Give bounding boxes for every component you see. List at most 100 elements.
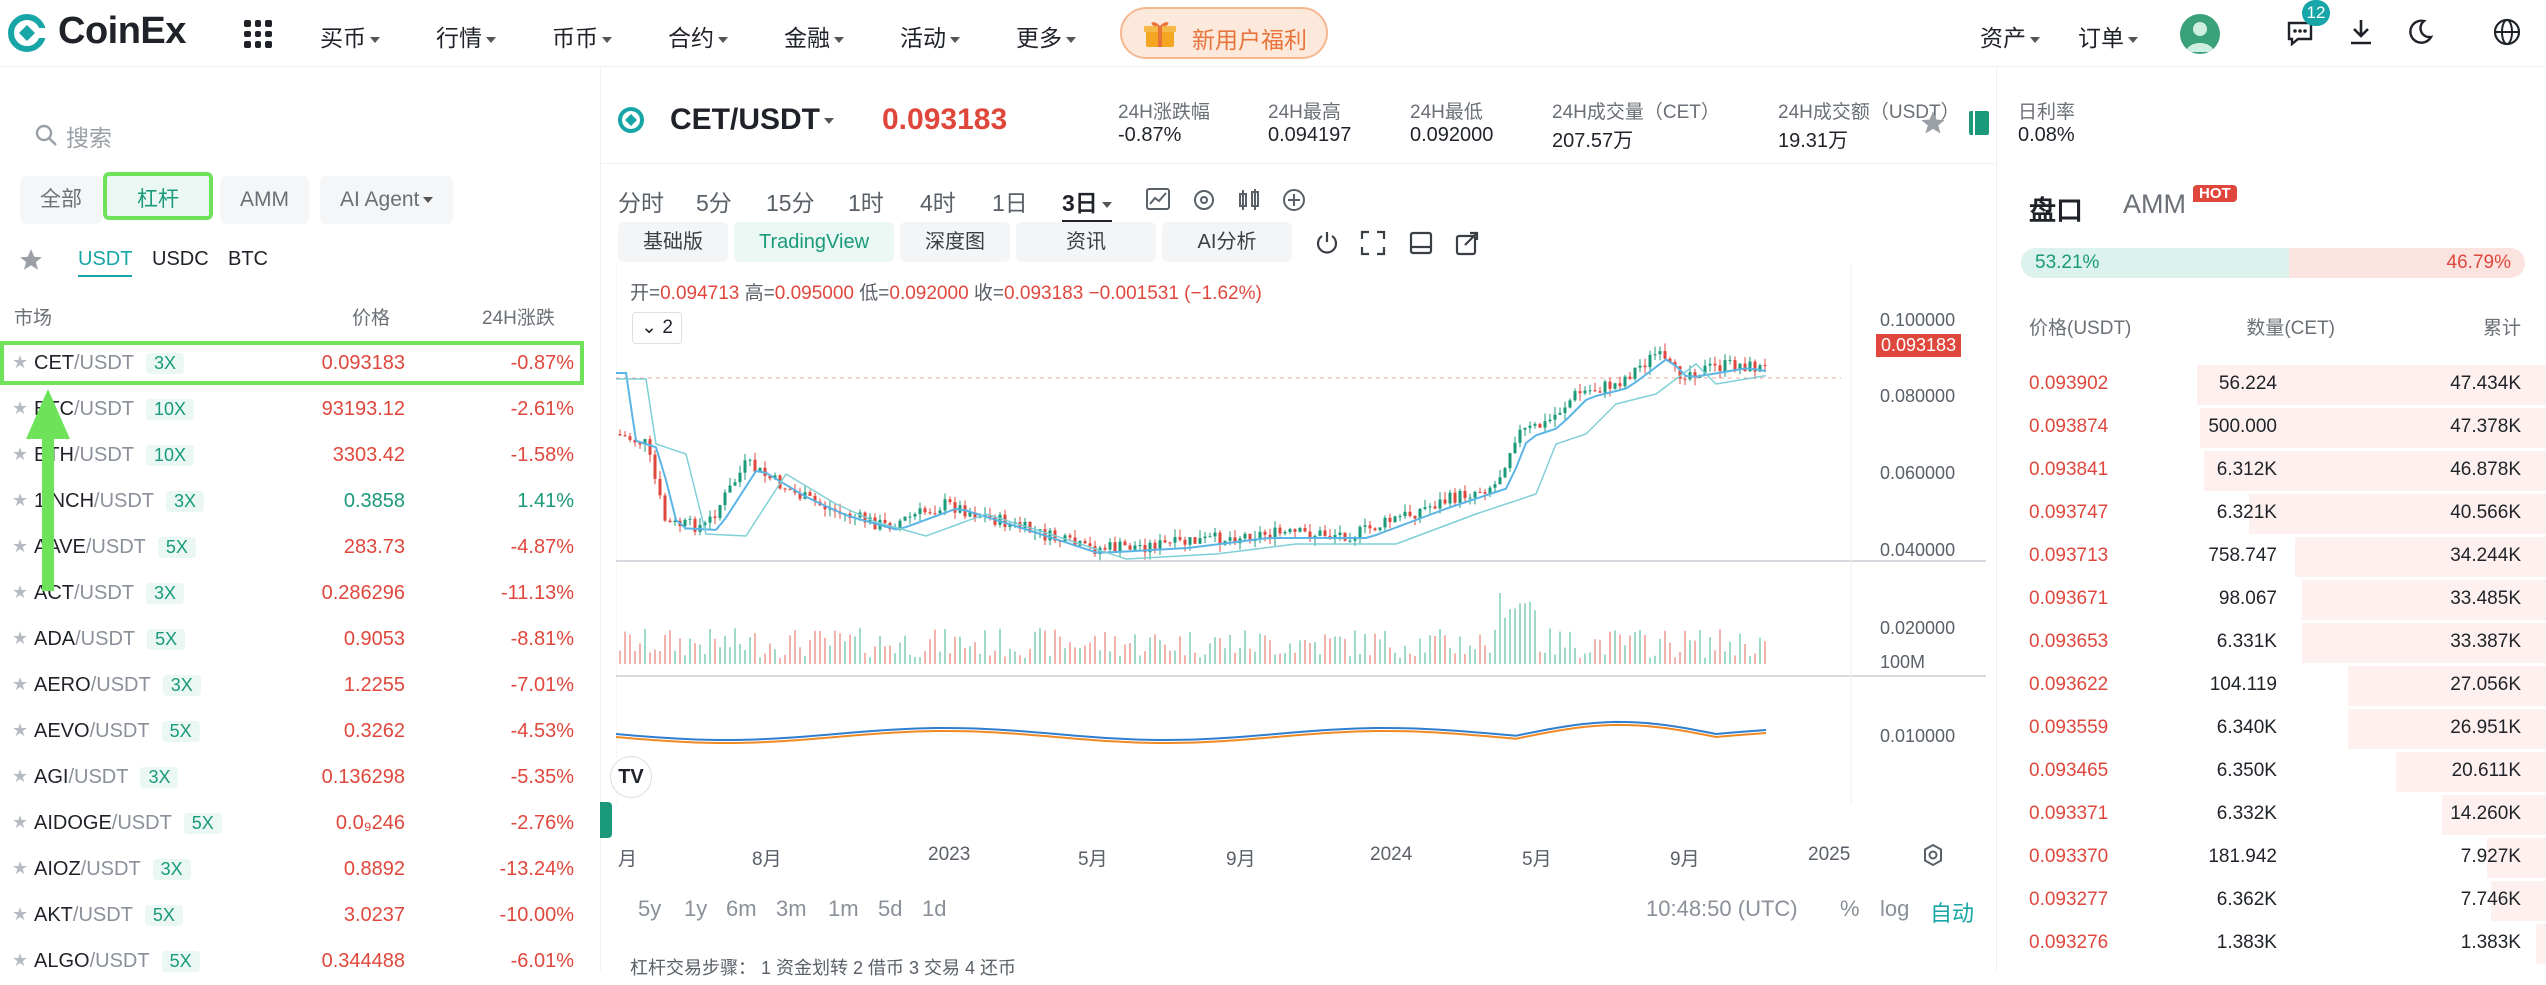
col-price[interactable]: 价格 xyxy=(352,308,391,329)
star-icon[interactable]: ★ xyxy=(12,490,29,510)
market-row[interactable]: ★ AKT/USDT 5X 3.0237 -10.00% xyxy=(0,893,600,939)
orderbook-ask-row[interactable]: 0.093276 1.383K 1.383K xyxy=(1997,922,2546,965)
scale-auto[interactable]: 自动 xyxy=(1930,901,1975,926)
download-icon[interactable] xyxy=(2348,18,2374,46)
scale-percent[interactable]: % xyxy=(1840,896,1860,921)
star-icon[interactable]: ★ xyxy=(12,720,29,740)
tf-line[interactable]: 分时 xyxy=(618,190,664,216)
star-icon[interactable]: ★ xyxy=(12,536,29,556)
orderbook-ask-row[interactable]: 0.093653 6.331K 33.387K xyxy=(1997,621,2546,664)
view-depth[interactable]: 深度图 xyxy=(900,222,1010,262)
tf-3d[interactable]: 3日 xyxy=(1062,184,1112,223)
tab-margin[interactable]: 杠杆 xyxy=(103,172,213,220)
favorite-star-icon[interactable] xyxy=(1919,109,1947,137)
orderbook-ask-row[interactable]: 0.093277 6.362K 7.746K xyxy=(1997,879,2546,922)
orderbook-ask-row[interactable]: 0.093371 6.332K 14.260K xyxy=(1997,793,2546,836)
notebook-icon[interactable] xyxy=(1967,109,1991,137)
market-row[interactable]: ★ 1INCH/USDT 3X 0.3858 1.41% xyxy=(0,479,600,525)
axis-settings-icon[interactable] xyxy=(1920,842,1946,868)
orderbook-ask-row[interactable]: 0.093747 6.321K 40.566K xyxy=(1997,492,2546,535)
nav-assets[interactable]: 资产 xyxy=(1980,19,2040,53)
orderbook-ask-row[interactable]: 0.093874 500.000 47.378K xyxy=(1997,406,2546,449)
tab-all[interactable]: 全部 xyxy=(20,176,102,224)
market-row[interactable]: ★ AERO/USDT 3X 1.2255 -7.01% xyxy=(0,663,600,709)
language-globe-icon[interactable] xyxy=(2492,17,2522,47)
coinex-logo-icon[interactable] xyxy=(6,12,48,54)
tf-5m[interactable]: 5分 xyxy=(696,190,732,216)
market-row[interactable]: ★ AIOZ/USDT 3X 0.8892 -13.24% xyxy=(0,847,600,893)
orderbook-ask-row[interactable]: 0.093465 6.350K 20.611K xyxy=(1997,750,2546,793)
market-row[interactable]: ★ ALGO/USDT 5X 0.344488 -6.01% xyxy=(0,939,600,985)
market-search[interactable]: 搜索 xyxy=(14,113,574,153)
view-tradingview[interactable]: TradingView xyxy=(734,222,894,262)
star-icon[interactable]: ★ xyxy=(12,950,29,970)
range-6m[interactable]: 6m xyxy=(726,896,757,921)
search-input[interactable]: 搜索 xyxy=(66,125,112,151)
star-icon[interactable]: ★ xyxy=(12,628,29,648)
tf-1h[interactable]: 1时 xyxy=(848,190,884,216)
orderbook-ask-row[interactable]: 0.093841 6.312K 46.878K xyxy=(1997,449,2546,492)
favorites-star-icon[interactable] xyxy=(18,247,44,273)
new-user-promo-button[interactable]: 新用户福利 xyxy=(1120,7,1328,59)
tab-ai-agent[interactable]: AI Agent xyxy=(320,176,454,224)
star-icon[interactable]: ★ xyxy=(12,398,29,418)
orderbook-ask-row[interactable]: 0.093559 6.340K 26.951K xyxy=(1997,707,2546,750)
orderbook-ask-row[interactable]: 0.093713 758.747 34.244K xyxy=(1997,535,2546,578)
tf-4h[interactable]: 4时 xyxy=(920,190,956,216)
subtab-btc[interactable]: BTC xyxy=(228,248,268,270)
tab-orderbook[interactable]: 盘口 xyxy=(2029,196,2083,226)
range-1y[interactable]: 1y xyxy=(684,896,708,921)
nav-more[interactable]: 更多 xyxy=(1016,19,1076,53)
message-icon[interactable] xyxy=(2286,20,2314,46)
star-icon[interactable]: ★ xyxy=(12,858,29,878)
market-row[interactable]: ★ ACT/USDT 3X 0.286296 -11.13% xyxy=(0,571,600,617)
candlestick-chart[interactable] xyxy=(616,264,1986,824)
nav-markets[interactable]: 行情 xyxy=(436,19,496,53)
nav-futures[interactable]: 合约 xyxy=(668,19,728,53)
star-icon[interactable]: ★ xyxy=(12,766,29,786)
drawer-toggle[interactable] xyxy=(600,802,612,838)
nav-buy-crypto[interactable]: 买币 xyxy=(320,19,380,53)
tf-1d[interactable]: 1日 xyxy=(992,190,1028,216)
apps-grid-icon[interactable] xyxy=(244,20,272,48)
add-indicator-icon[interactable] xyxy=(1282,188,1306,212)
star-icon[interactable]: ★ xyxy=(12,904,29,924)
orderbook-ask-row[interactable]: 0.093370 181.942 7.927K xyxy=(1997,836,2546,879)
col-market[interactable]: 市场 xyxy=(14,308,53,329)
view-news[interactable]: 资讯 xyxy=(1016,222,1156,262)
nav-spot[interactable]: 币币 xyxy=(552,19,612,53)
market-row[interactable]: ★ AAVE/USDT 5X 283.73 -4.87% xyxy=(0,525,600,571)
brand-name[interactable]: CoinEx xyxy=(58,10,186,52)
market-row[interactable]: ★ CET/USDT 3X 0.093183 -0.87% xyxy=(0,341,600,387)
view-basic[interactable]: 基础版 xyxy=(618,222,728,262)
candle-style-icon[interactable] xyxy=(1236,188,1262,212)
range-1d[interactable]: 1d xyxy=(922,896,947,921)
star-icon[interactable]: ★ xyxy=(12,674,29,694)
nav-activities[interactable]: 活动 xyxy=(900,19,960,53)
settings-gear-icon[interactable] xyxy=(1192,188,1216,212)
market-row[interactable]: ★ AGI/USDT 3X 0.136298 -5.35% xyxy=(0,755,600,801)
nav-orders[interactable]: 订单 xyxy=(2078,19,2138,53)
market-row[interactable]: ★ AIDOGE/USDT 5X 0.0₉246 -2.76% xyxy=(0,801,600,847)
star-icon[interactable]: ★ xyxy=(12,444,29,464)
user-avatar[interactable] xyxy=(2180,14,2220,54)
layout-icon[interactable] xyxy=(1408,230,1434,256)
fullscreen-icon[interactable] xyxy=(1360,230,1386,256)
orderbook-ask-row[interactable]: 0.093671 98.067 33.485K xyxy=(1997,578,2546,621)
nav-finance[interactable]: 金融 xyxy=(784,19,844,53)
pair-selector[interactable]: CET/USDT xyxy=(670,103,834,137)
tab-amm[interactable]: AMM xyxy=(220,176,309,224)
share-icon[interactable] xyxy=(1454,230,1480,256)
range-5d[interactable]: 5d xyxy=(878,896,903,921)
scale-log[interactable]: log xyxy=(1880,896,1910,921)
tab-amm-book[interactable]: AMM xyxy=(2123,189,2186,219)
indicator-icon[interactable] xyxy=(1146,188,1170,210)
collapse-studies-button[interactable]: ⌄ 2 xyxy=(632,312,682,344)
col-change[interactable]: 24H涨跌 xyxy=(482,308,555,329)
range-1m[interactable]: 1m xyxy=(828,896,859,921)
dark-mode-icon[interactable] xyxy=(2406,18,2434,46)
view-ai-analysis[interactable]: AI分析 xyxy=(1162,222,1292,262)
subtab-usdt[interactable]: USDT xyxy=(78,248,133,277)
